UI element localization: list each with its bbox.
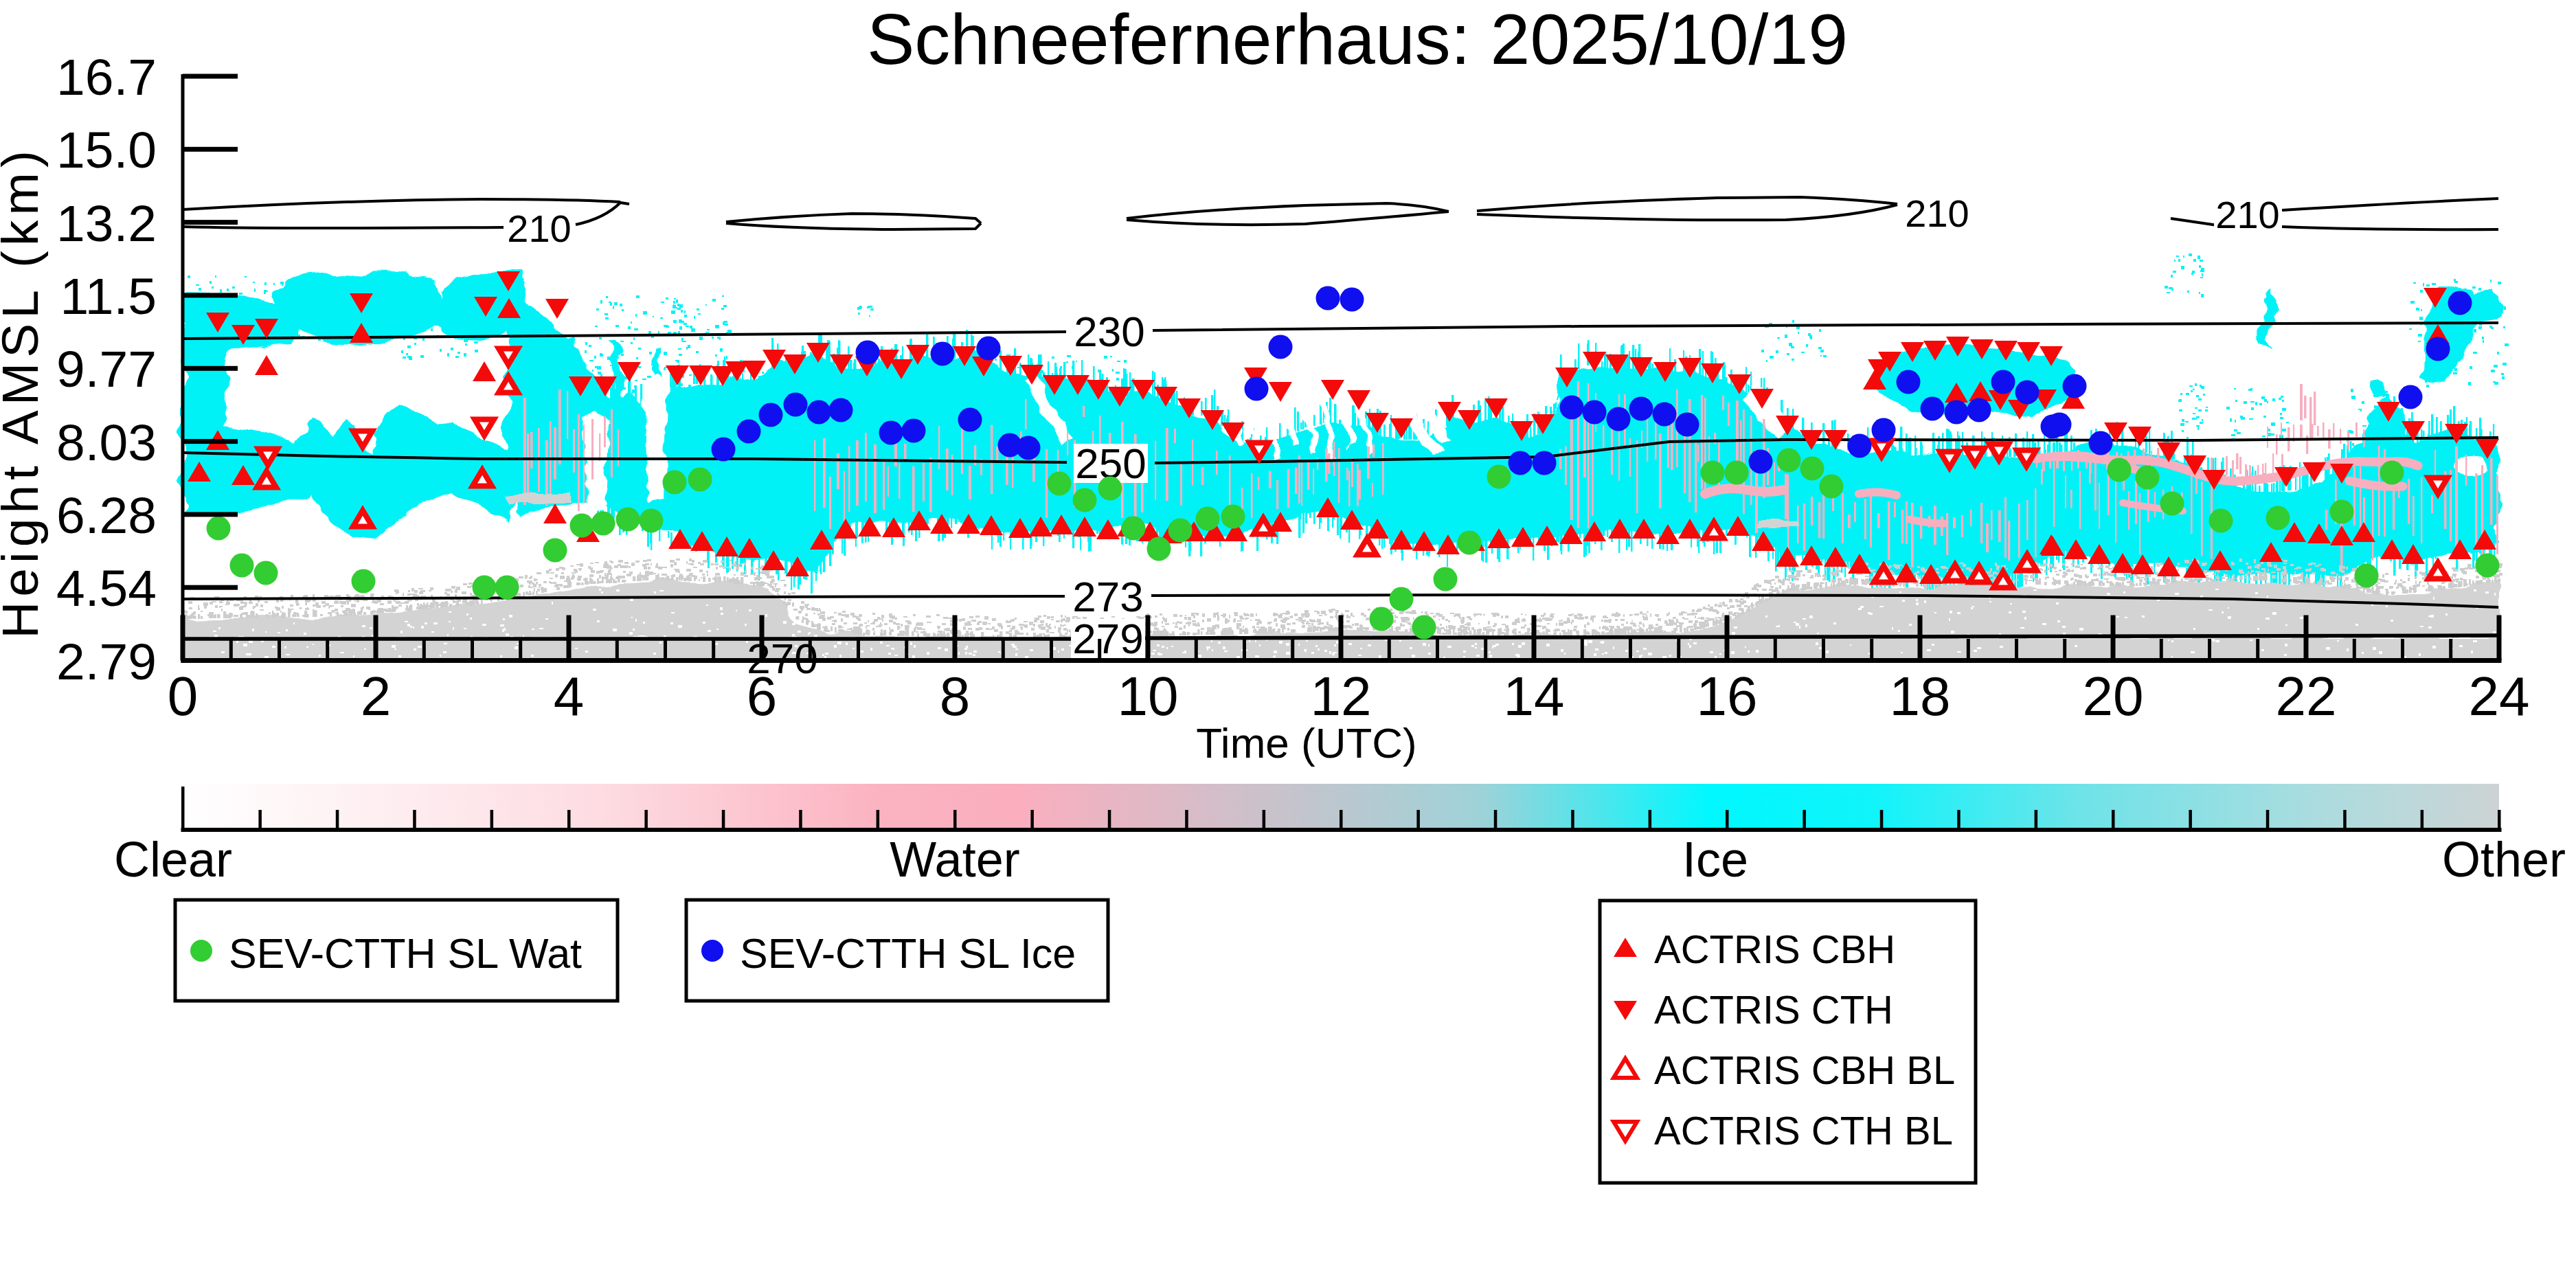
svg-text:4.54: 4.54 — [56, 559, 157, 617]
svg-text:ACTRIS CTH: ACTRIS CTH — [1654, 987, 1893, 1032]
svg-text:10: 10 — [1118, 666, 1179, 727]
svg-text:14: 14 — [1504, 666, 1565, 727]
svg-text:11.5: 11.5 — [60, 267, 157, 325]
svg-text:Time (UTC): Time (UTC) — [1196, 719, 1416, 767]
svg-text:8: 8 — [940, 666, 971, 727]
svg-text:18: 18 — [1890, 666, 1951, 727]
svg-text:Clear: Clear — [114, 832, 232, 887]
svg-text:210: 210 — [2215, 193, 2279, 236]
svg-text:SEV-CTTH SL Wat: SEV-CTTH SL Wat — [229, 930, 582, 977]
svg-text:0: 0 — [168, 666, 199, 727]
svg-text:15.0: 15.0 — [56, 121, 157, 179]
svg-text:4: 4 — [554, 666, 585, 727]
svg-text:230: 230 — [1074, 308, 1144, 355]
svg-text:273: 273 — [1072, 573, 1143, 620]
svg-text:Ice: Ice — [1682, 832, 1748, 887]
svg-text:6: 6 — [747, 666, 778, 727]
svg-text:2.79: 2.79 — [56, 633, 157, 690]
svg-text:Height AMSL (km): Height AMSL (km) — [0, 146, 49, 639]
svg-text:9.77: 9.77 — [56, 340, 157, 398]
svg-text:ACTRIS CBH: ACTRIS CBH — [1654, 927, 1895, 971]
svg-text:Water: Water — [890, 832, 1019, 887]
svg-text:6.28: 6.28 — [56, 486, 157, 544]
svg-text:16.7: 16.7 — [56, 48, 157, 106]
svg-text:Other: Other — [2442, 832, 2566, 887]
svg-text:279: 279 — [1072, 615, 1143, 662]
svg-text:8.03: 8.03 — [56, 414, 157, 471]
svg-text:210: 210 — [507, 207, 571, 250]
svg-text:12: 12 — [1311, 666, 1372, 727]
svg-text:ACTRIS CBH BL: ACTRIS CBH BL — [1654, 1048, 1955, 1092]
svg-text:Schneefernerhaus: 2025/10/19: Schneefernerhaus: 2025/10/19 — [867, 0, 1848, 79]
svg-text:16: 16 — [1697, 666, 1758, 727]
svg-text:20: 20 — [2083, 666, 2144, 727]
svg-text:SEV-CTTH SL Ice: SEV-CTTH SL Ice — [740, 930, 1076, 977]
svg-text:ACTRIS CTH BL: ACTRIS CTH BL — [1654, 1108, 1953, 1153]
svg-text:22: 22 — [2276, 666, 2337, 727]
svg-text:210: 210 — [1905, 192, 1969, 235]
svg-text:13.2: 13.2 — [56, 194, 157, 252]
svg-text:2: 2 — [361, 666, 392, 727]
svg-text:24: 24 — [2469, 666, 2530, 727]
